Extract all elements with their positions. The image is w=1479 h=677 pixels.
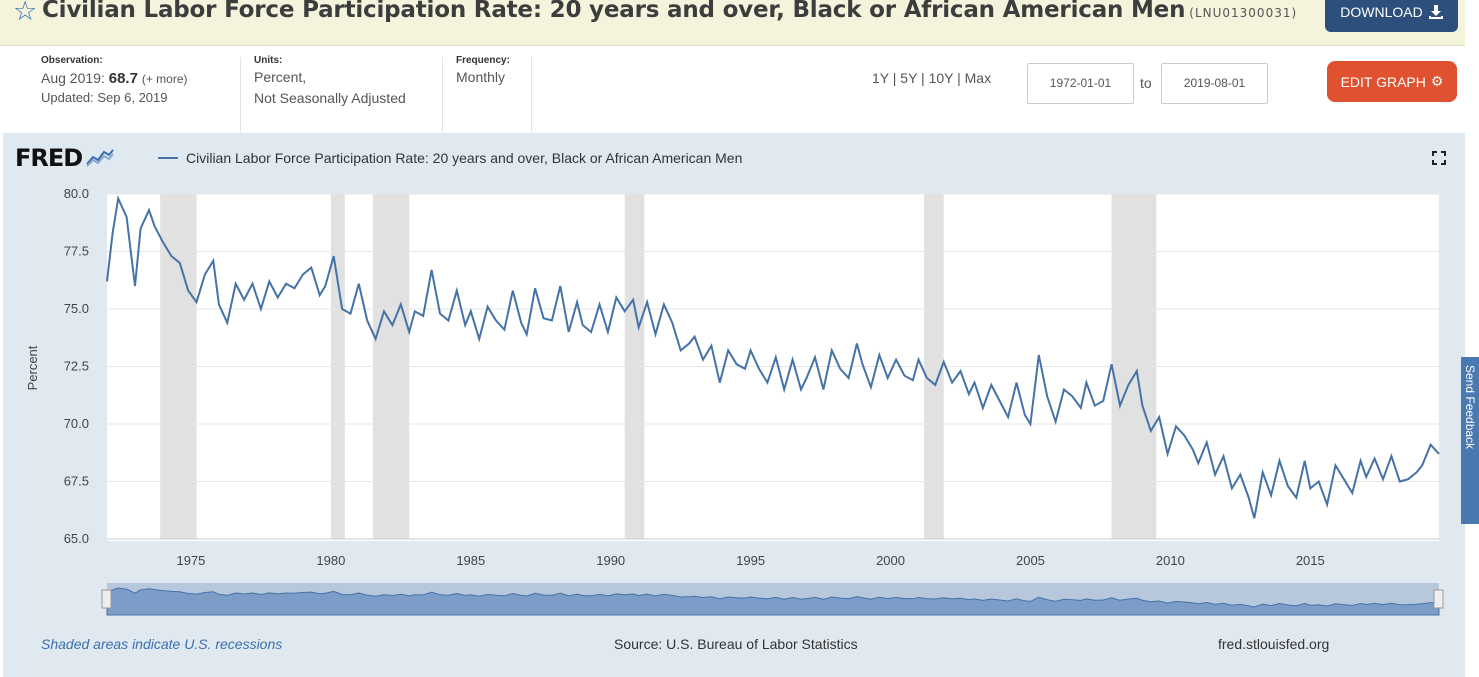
series-id: (LNU01300031) [1189,6,1298,20]
x-tick-label: 1985 [456,553,485,568]
y-tick-label: 72.5 [64,359,89,374]
observation-block: Observation: Aug 2019: 68.7 (+ more) Upd… [41,55,188,131]
y-tick-label: 75.0 [64,301,89,316]
star-icon[interactable]: ☆ [13,0,38,26]
fred-chart-icon [85,147,116,167]
chart-legend: Civilian Labor Force Participation Rate:… [158,150,742,166]
y-tick-label: 80.0 [64,186,89,201]
x-tick-label: 2015 [1296,553,1325,568]
y-axis-title: Percent [25,345,40,390]
y-tick-label: 70.0 [64,416,89,431]
x-axis-labels: 1975 1980 1985 1990 1995 2000 2005 2010 2015 [176,553,1324,568]
download-label: DOWNLOAD [1340,4,1423,20]
more-link[interactable]: (+ more) [141,72,188,86]
y-tick-label: 65.0 [64,531,89,546]
divider [442,57,443,132]
feedback-label: Send Feedback [1463,365,1477,450]
navigator-right-handle [1433,589,1444,609]
series-line [106,195,1440,519]
feedback-tab[interactable]: Send Feedback [1461,357,1479,524]
download-icon [1428,5,1443,19]
start-date-input[interactable]: 1972-01-01 [1027,63,1134,104]
fred-url[interactable]: fred.stlouisfed.org [1218,636,1330,652]
units-line1: Percent, [254,69,307,85]
x-tick-label: 1995 [736,553,765,568]
edit-graph-label: EDIT GRAPH [1340,73,1426,90]
units-line2: Not Seasonally Adjusted [254,90,406,106]
page-title: Civilian Labor Force Participation Rate:… [42,0,1297,23]
grid-lines [107,193,1439,540]
x-tick-label: 2005 [1016,553,1045,568]
end-date-input[interactable]: 2019-08-01 [1161,63,1268,104]
download-button[interactable]: DOWNLOAD [1325,0,1458,32]
frequency-label: Frequency: [456,55,510,66]
x-tick-label: 1975 [176,553,205,568]
observation-date: Aug 2019: [41,70,105,86]
updated-date: Updated: Sep 6, 2019 [41,90,168,105]
divider [240,57,241,132]
fred-logo: FRED [15,144,116,172]
fred-logo-text: FRED [15,144,83,172]
title-text: Civilian Labor Force Participation Rate:… [42,0,1186,23]
chart: 65.0 67.5 70.0 72.5 75.0 77.5 80.0 1975 1980 198… [25,186,1444,616]
navigator-area [106,587,1440,616]
legend-swatch [158,157,178,159]
title-bar: ☆ Civilian Labor Force Participation Rat… [0,0,1465,46]
range-selector[interactable]: 1Y | 5Y | 10Y | Max [872,70,992,86]
recession-note[interactable]: Shaded areas indicate U.S. recessions [41,636,283,652]
source-note: Source: U.S. Bureau of Labor Statistics [614,636,858,652]
gear-icon: ⚙ [1430,73,1444,89]
frequency-block: Frequency: Monthly [456,55,510,131]
legend-label: Civilian Labor Force Participation Rate:… [186,150,743,166]
navigator-left-handle [101,589,112,609]
fullscreen-icon[interactable] [1431,150,1447,171]
y-axis-labels: 65.0 67.5 70.0 72.5 75.0 77.5 80.0 [64,186,89,546]
x-tick-label: 1980 [316,553,345,568]
x-tick-label: 2010 [1156,553,1185,568]
units-block: Units: Percent, Not Seasonally Adjusted [254,55,406,131]
to-label: to [1140,75,1152,91]
edit-graph-button[interactable]: EDIT GRAPH ⚙ [1327,61,1457,102]
x-tick-label: 1990 [596,553,625,568]
observation-label: Observation: [41,55,103,66]
x-tick-label: 2000 [876,553,905,568]
y-tick-label: 77.5 [64,244,89,259]
observation-value: 68.7 [108,70,138,87]
frequency-value: Monthly [456,69,506,85]
y-tick-label: 67.5 [64,474,89,489]
units-label: Units: [254,55,283,66]
divider [531,57,532,132]
